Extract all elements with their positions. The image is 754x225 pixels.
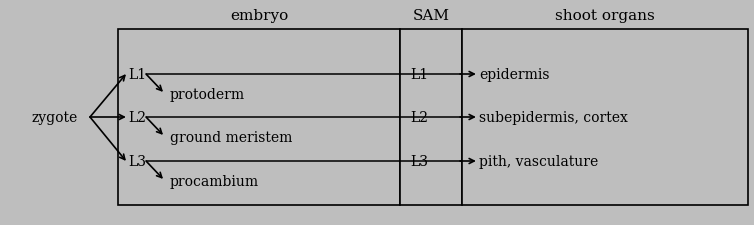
Text: shoot organs: shoot organs bbox=[555, 9, 655, 23]
Bar bbox=[118, 30, 400, 205]
Text: pith, vasculature: pith, vasculature bbox=[479, 154, 598, 168]
Text: subepidermis, cortex: subepidermis, cortex bbox=[479, 110, 628, 124]
Text: SAM: SAM bbox=[412, 9, 449, 23]
Text: protoderm: protoderm bbox=[170, 88, 245, 101]
Bar bbox=[462, 30, 748, 205]
Text: L1: L1 bbox=[128, 68, 146, 82]
Text: L1: L1 bbox=[410, 68, 428, 82]
Text: L2: L2 bbox=[410, 110, 428, 124]
Text: embryo: embryo bbox=[230, 9, 288, 23]
Text: L3: L3 bbox=[410, 154, 428, 168]
Text: zygote: zygote bbox=[32, 110, 78, 124]
Text: epidermis: epidermis bbox=[479, 68, 550, 82]
Bar bbox=[400, 30, 462, 205]
Text: L2: L2 bbox=[128, 110, 146, 124]
Text: procambium: procambium bbox=[170, 174, 259, 188]
Text: L3: L3 bbox=[128, 154, 146, 168]
Text: ground meristem: ground meristem bbox=[170, 130, 293, 144]
